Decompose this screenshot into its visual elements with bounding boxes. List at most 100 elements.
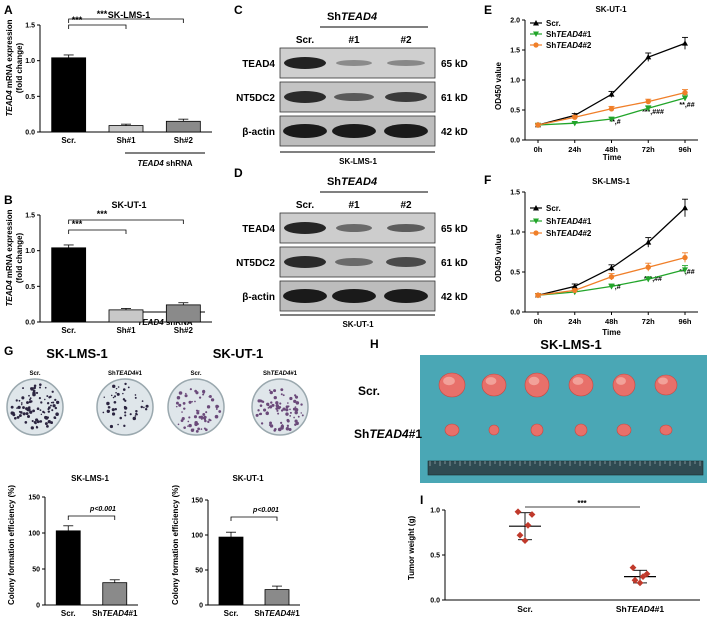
colony-dot [188,423,192,428]
colony-dot [49,395,52,398]
panel-c-protein-tead4: TEAD4 [242,59,275,70]
colony-dot [33,386,36,390]
colony-dot [35,418,39,422]
colony-dot [195,421,197,424]
colony-dot [32,391,36,395]
panel-g-dish-label-2: ShTEAD4#1 [108,371,143,377]
colony-dot [124,382,127,386]
colony-dot [39,420,43,423]
panel-f-point [682,254,688,261]
colony-dot [257,409,260,412]
colony-dot [106,409,110,413]
colony-dot [270,401,273,404]
panel-b-x-tick-label: Sh#1 [116,326,136,335]
colony-dot [301,414,304,417]
panel-i-point [516,531,524,539]
tumor-scr [654,374,678,396]
panel-a-group-label: TEAD4 shRNA [137,159,192,168]
colony-dot [54,406,58,410]
colony-dot [25,412,29,416]
panel-g-left-ylabel: Colony formation efficiency (%) [7,485,16,605]
colony-dot [206,405,211,409]
colony-dot [17,405,21,410]
colony-dot [285,408,289,412]
panel-b-sig-2: *** [97,209,108,219]
colony-dot [207,420,210,424]
panel-f-xlabel: Time [602,328,621,337]
panel-c-lane-scr: Scr. [296,35,315,46]
panel-c-cell-line: SK-LMS-1 [339,157,377,166]
colony-dot [124,414,127,417]
panel-g1-bar [102,582,128,606]
panel-b-letter: B [4,193,13,207]
panel-e-y-tick-label: 1.5 [510,48,520,55]
tumor-highlight [485,377,497,385]
panel-f-y-tick-label: 1.5 [510,190,520,197]
panel-d-kd-actin: 42 kD [441,292,468,303]
colony-dot [285,405,289,409]
tumor-scr [612,373,636,397]
colony-dot [274,428,277,431]
panel-f-point [608,284,615,290]
panel-d-protein-actin: β-actin [242,292,275,303]
tumor-highlight [616,377,626,385]
colony-dot [294,395,299,399]
colony-dot [187,425,189,427]
colony-dot [294,410,298,415]
colony-dot [259,404,263,407]
panel-i-y-tick-label: 0.0 [430,598,440,605]
tumor-sh [488,424,500,436]
panel-g-right-chart-title: SK-UT-1 [232,474,264,483]
panel-e-point [608,116,615,123]
colony-dot [51,409,54,412]
panel-e-legend-scr: Scr. [546,19,561,28]
colony-dot [56,400,60,405]
colony-dot [144,408,148,411]
colony-dot [273,395,277,400]
panel-f-title: SK-LMS-1 [592,177,630,186]
panel-c-kd-actin: 42 kD [441,127,468,138]
panel-g2-x-tick-label: Scr. [224,609,239,617]
panel-e-line-chart: E SK-UT-1 OD450 value Time Scr. ShTEAD4#… [484,3,698,162]
colony-dot [134,396,137,399]
panel-f-y-tick-label: 0.5 [510,270,520,277]
panel-i-letter: I [420,493,423,507]
colony-dot [292,407,296,411]
panel-e-point [645,54,652,60]
colony-dot [203,427,206,430]
colony-dot [178,391,183,395]
colony-dot [280,421,283,424]
colony-dot [18,414,22,418]
panel-h-row1-label: Scr. [358,384,380,398]
colony-dot [205,411,208,414]
panel-f-legend-scr: Scr. [546,204,561,213]
colony-dot [285,427,290,431]
colony-dot [280,393,283,396]
panel-g-dish-label-4: ShTEAD4#1 [263,371,298,377]
panel-f-legend-sh1: ShTEAD4#1 [546,217,592,226]
panel-d-letter: D [234,166,243,180]
colony-dot [22,412,26,416]
colony-dot [293,416,295,419]
panel-h-title: SK-LMS-1 [540,337,601,352]
colony-dot [143,406,145,409]
colony-dot [293,399,297,404]
panel-g1-x-tick-label: Scr. [61,609,76,617]
panel-f-sig-48h: **,# [609,284,620,291]
colony-dot [134,394,137,396]
panel-f-point [682,267,688,273]
colony-dot [140,405,143,409]
panel-f-sig-96h: **,## [679,269,694,276]
colony-dot [32,409,34,412]
tumor-highlight [443,376,455,386]
panel-c-letter: C [234,3,243,17]
panel-f-point [645,239,652,245]
colony-dot [255,413,259,417]
colony-dot [265,411,270,416]
colony-dot [295,401,300,405]
tumor-sh [616,423,632,437]
panel-h-row2-label: ShTEAD4#1 [354,427,422,441]
panel-f-point [608,264,615,271]
tumor-highlight [658,377,668,385]
panel-g2-sig-bracket [230,516,278,521]
